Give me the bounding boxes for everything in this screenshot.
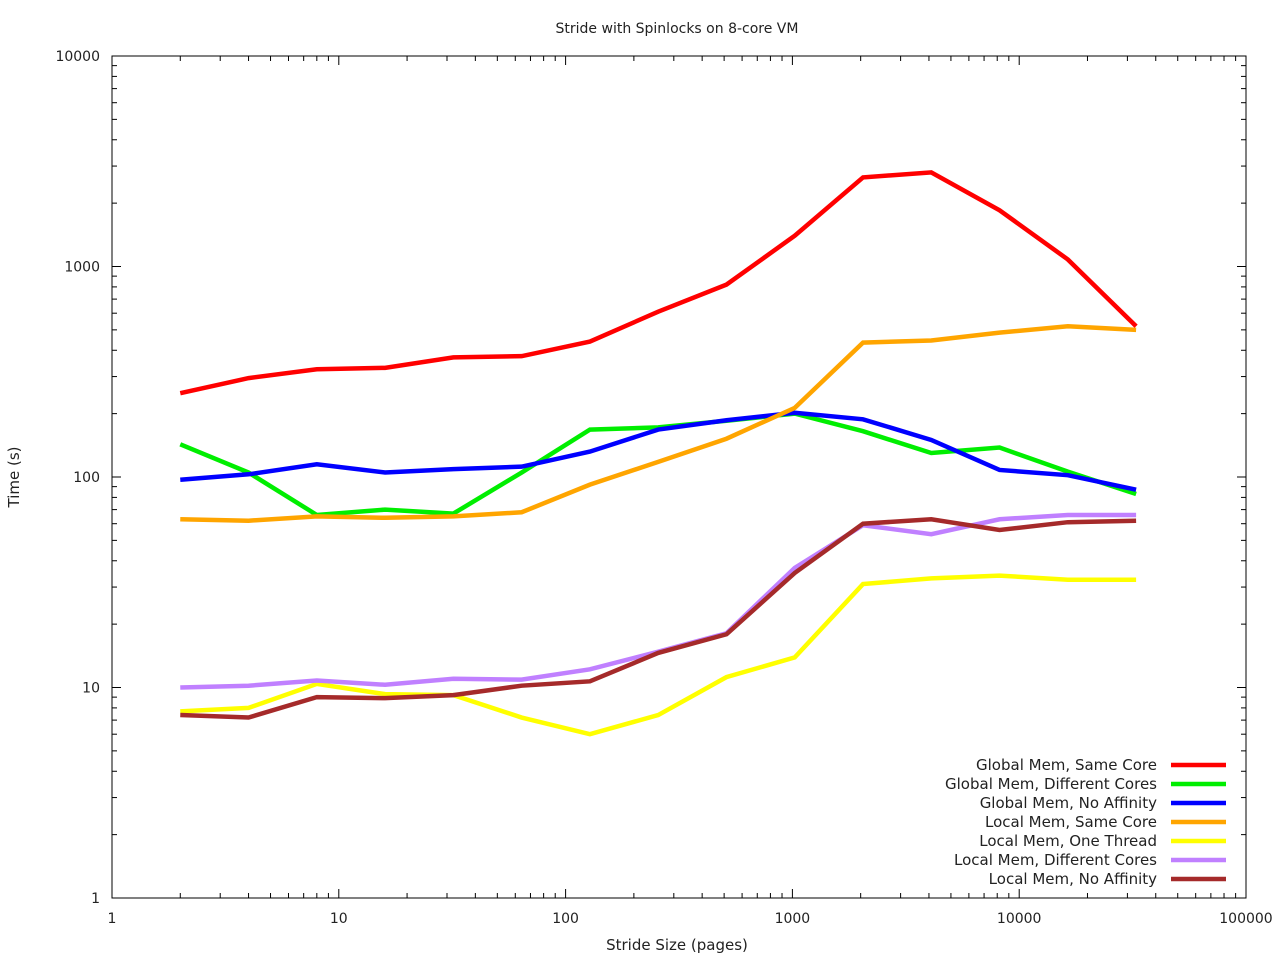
legend-item: Local Mem, Same Core: [985, 813, 1226, 831]
legend-item: Local Mem, One Thread: [979, 832, 1226, 850]
legend-label: Local Mem, Different Cores: [954, 851, 1157, 869]
series-line-1: [179, 170, 1138, 396]
x-tick-label: 10: [330, 911, 348, 927]
chart-title: Stride with Spinlocks on 8-core VM: [556, 21, 799, 37]
legend-label: Local Mem, One Thread: [979, 832, 1157, 850]
x-tick-label: 100: [552, 911, 579, 927]
y-tick-label: 1: [91, 891, 100, 907]
legend-item: Global Mem, Different Cores: [945, 775, 1226, 793]
legend-label: Local Mem, Same Core: [985, 813, 1157, 831]
series-line-4: [180, 324, 1137, 523]
x-tick-label: 1: [108, 911, 117, 927]
y-tick-label: 10: [82, 681, 100, 697]
series-line-5: [180, 573, 1137, 737]
y-axis-label: Time (s): [5, 447, 23, 509]
y-tick-label: 1000: [64, 260, 100, 276]
x-tick-label: 100000: [1219, 911, 1272, 927]
ticks-layer: 1 10 100 1000 10000 100000 1 10 100 1000 10000: [55, 49, 1272, 927]
x-tick-label: 10000: [997, 911, 1042, 927]
legend-item: Local Mem, Different Cores: [954, 851, 1226, 869]
legend-item: Global Mem, Same Core: [976, 756, 1226, 774]
legend-label: Global Mem, Same Core: [976, 756, 1157, 774]
legend-label: Local Mem, No Affinity: [989, 870, 1157, 888]
plot-frame: [111, 55, 1247, 899]
series-line-7: [180, 516, 1137, 720]
legend-label: Global Mem, Different Cores: [945, 775, 1157, 793]
legend-item: Global Mem, No Affinity: [980, 794, 1226, 812]
x-axis-label: Stride Size (pages): [606, 936, 748, 954]
series-layer: [179, 170, 1138, 737]
y-tick-label: 100: [73, 470, 100, 486]
x-tick-label: 1000: [775, 911, 811, 927]
series-line-3: [180, 410, 1137, 492]
y-tick-label: 10000: [55, 49, 100, 65]
legend-item: Local Mem, No Affinity: [989, 870, 1226, 888]
legend-label: Global Mem, No Affinity: [980, 794, 1157, 812]
